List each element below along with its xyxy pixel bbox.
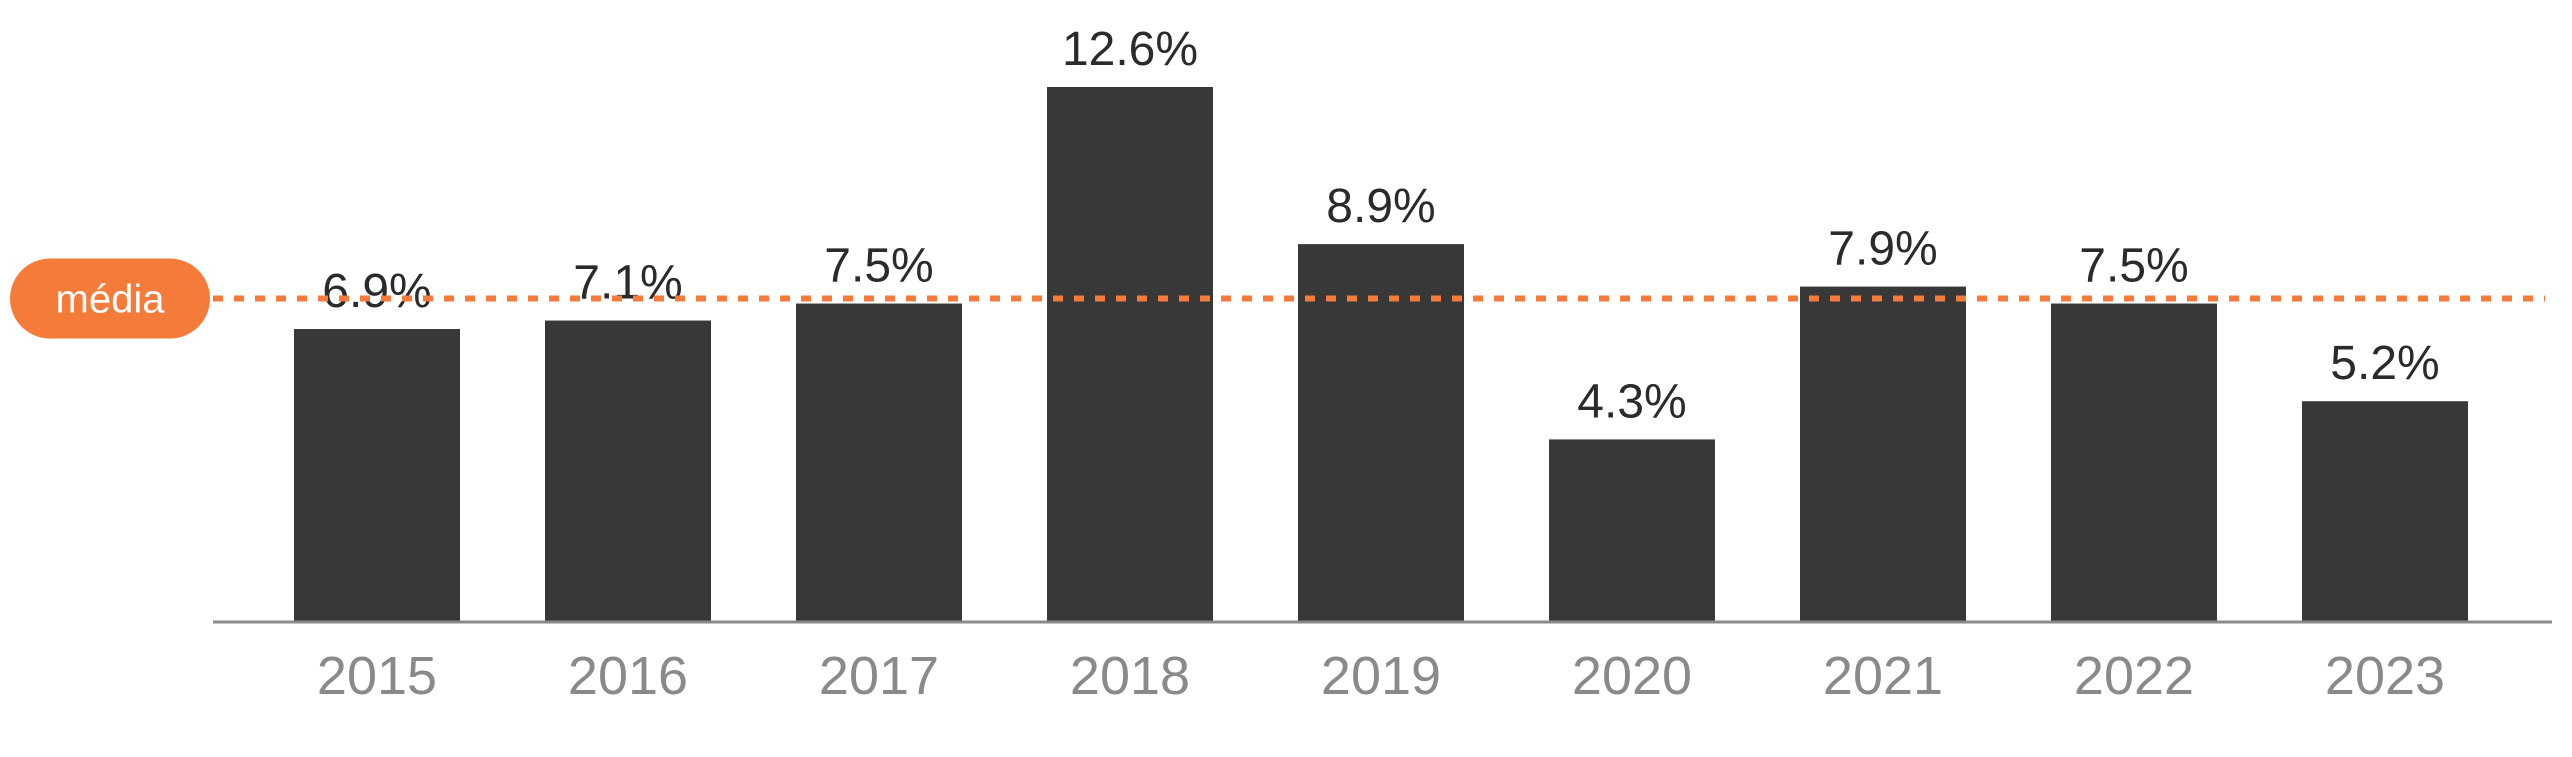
- average-label: média: [56, 278, 166, 322]
- bar-2023: [2302, 401, 2468, 622]
- value-label-2016: 7.1%: [573, 257, 682, 310]
- bar-2015: [294, 329, 460, 622]
- value-label-2023: 5.2%: [2330, 337, 2439, 390]
- bar-2019: [1298, 244, 1464, 622]
- x-tick-label-2019: 2019: [1321, 646, 1441, 706]
- x-tick-label-2017: 2017: [819, 646, 939, 706]
- value-label-2022: 7.5%: [2079, 240, 2188, 293]
- bars-layer: [294, 87, 2468, 622]
- x-tick-label-2015: 2015: [317, 646, 437, 706]
- value-labels-layer: 6.9% 7.1% 7.5% 12.6% 8.9% 4.3% 7.9% 7.5% 5.2%: [322, 23, 2439, 428]
- average-badge: média: [10, 258, 210, 339]
- value-label-2021: 7.9%: [1828, 223, 1937, 276]
- bar-2021: [1800, 286, 1966, 622]
- value-label-2017: 7.5%: [824, 240, 933, 293]
- x-tick-label-2022: 2022: [2074, 646, 2194, 706]
- bar-2022: [2051, 303, 2217, 622]
- bar-2017: [796, 303, 962, 622]
- x-tick-label-2020: 2020: [1572, 646, 1692, 706]
- value-label-2019: 8.9%: [1326, 180, 1435, 233]
- bar-2016: [545, 320, 711, 622]
- value-label-2015: 6.9%: [322, 265, 431, 318]
- x-tick-labels-layer: 2015 2016 2017 2018 2019 2020 2021 2022 2023: [317, 646, 2445, 706]
- value-label-2020: 4.3%: [1577, 375, 1686, 428]
- bar-2018: [1047, 87, 1213, 622]
- average-badge-background: [10, 258, 210, 339]
- x-tick-label-2018: 2018: [1070, 646, 1190, 706]
- x-tick-label-2021: 2021: [1823, 646, 1943, 706]
- x-tick-label-2016: 2016: [568, 646, 688, 706]
- value-label-2018: 12.6%: [1062, 23, 1198, 76]
- x-tick-label-2023: 2023: [2325, 646, 2445, 706]
- bar-2020: [1549, 439, 1715, 622]
